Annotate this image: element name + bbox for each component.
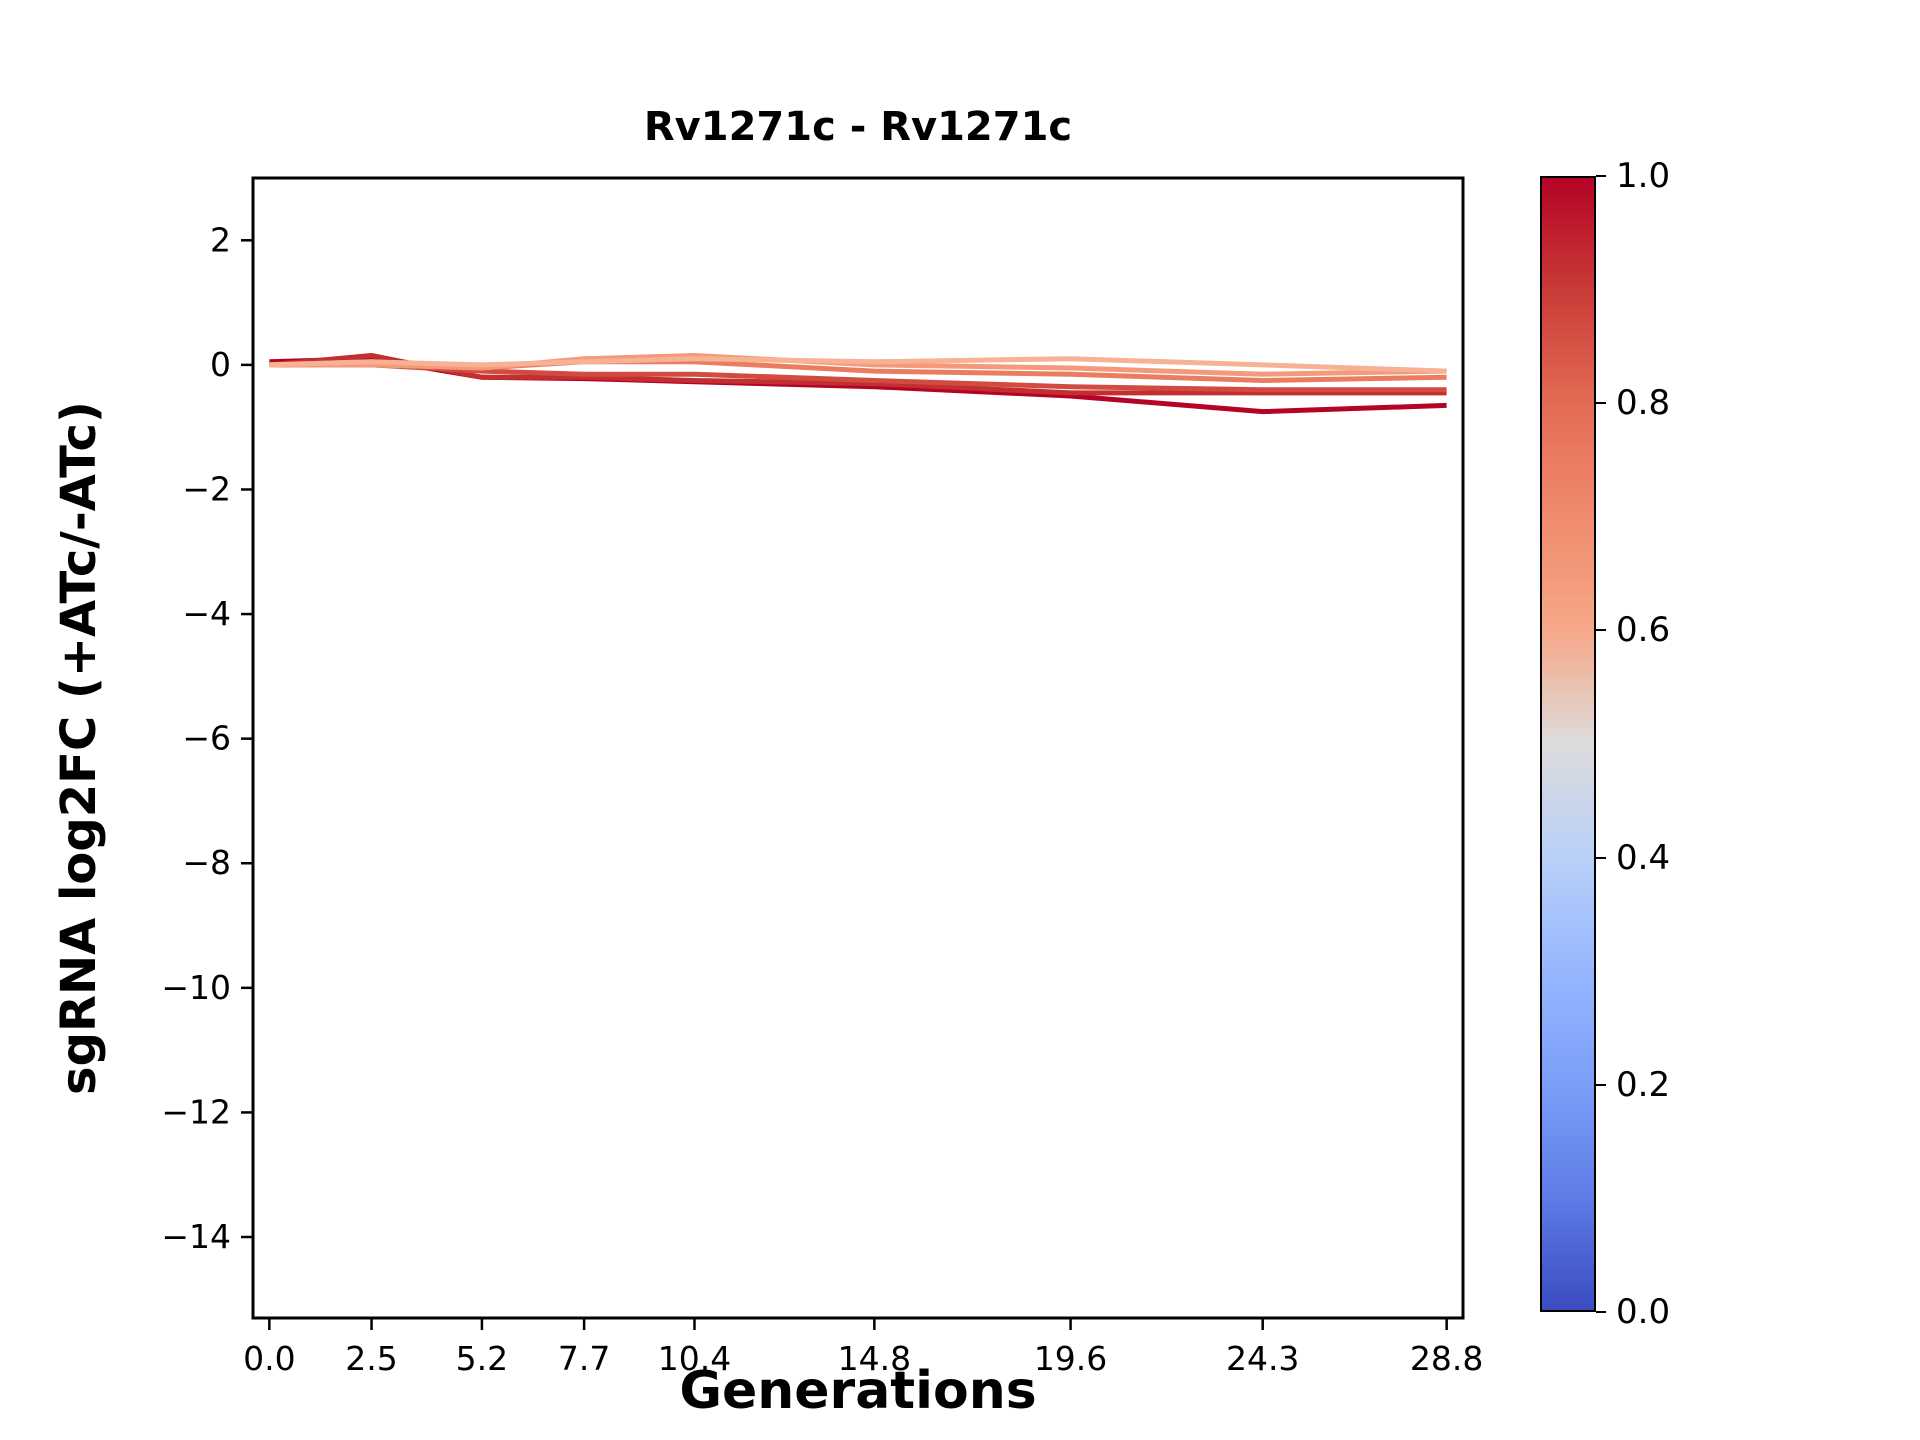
x-tick-label: 24.3 — [1226, 1339, 1299, 1378]
x-axis-label: Generations — [679, 1361, 1036, 1421]
x-tick-label: 28.8 — [1410, 1339, 1483, 1378]
y-tick-label: 0 — [210, 345, 231, 384]
y-tick-label: −6 — [182, 719, 231, 758]
series-line — [269, 353, 1447, 377]
x-tick-label: 10.4 — [658, 1339, 731, 1378]
colorbar-tick-label: 1.0 — [1616, 156, 1671, 196]
series-lines — [269, 353, 1447, 415]
axis-ticks: 2 0 −2 −4 −6 −8 −10 −12 −14 0.0 2.5 5.2 7.7 10.4 14.8 1… — [161, 220, 1483, 1378]
chart-title: Rv1271c - Rv1271c — [644, 104, 1072, 150]
y-tick-label: −12 — [161, 1092, 231, 1131]
colorbar-tick-label: 0.6 — [1616, 610, 1671, 651]
colorbar-tick-mark — [1596, 402, 1606, 405]
x-tick-label: 19.6 — [1034, 1339, 1107, 1378]
y-tick-label: −8 — [182, 843, 231, 882]
colorbar-tick-label: 0.2 — [1616, 1064, 1671, 1105]
colorbar-tick-mark — [1596, 1311, 1606, 1313]
y-axis-label: sgRNA log2FC (+ATc/-ATc) — [51, 401, 107, 1095]
x-tick-label: 2.5 — [345, 1339, 397, 1378]
colorbar-tick-label: 0.4 — [1616, 837, 1671, 878]
colorbar-tick-label: 0.0 — [1616, 1292, 1671, 1332]
x-tick-label: 14.8 — [838, 1339, 911, 1378]
y-tick-label: −14 — [161, 1217, 231, 1256]
colorbar-tick-mark — [1596, 629, 1606, 632]
y-tick-label: −2 — [182, 469, 231, 508]
series-line — [269, 356, 1447, 374]
x-tick-label: 0.0 — [243, 1339, 295, 1378]
colorbar-tick-mark — [1596, 856, 1606, 859]
colorbar-gradient — [1540, 176, 1596, 1312]
colorbar-tick-label: 0.8 — [1616, 383, 1671, 424]
x-tick-label: 7.7 — [558, 1339, 610, 1378]
axes-spines — [251, 176, 1465, 1320]
colorbar-tick-mark — [1596, 1083, 1606, 1086]
axes-frame — [251, 176, 1465, 1320]
y-tick-label: −4 — [182, 594, 231, 633]
y-tick-label: −10 — [161, 968, 231, 1007]
colorbar-tick-mark — [1596, 175, 1606, 177]
y-tick-label: 2 — [210, 220, 231, 259]
x-tick-label: 5.2 — [456, 1339, 508, 1378]
